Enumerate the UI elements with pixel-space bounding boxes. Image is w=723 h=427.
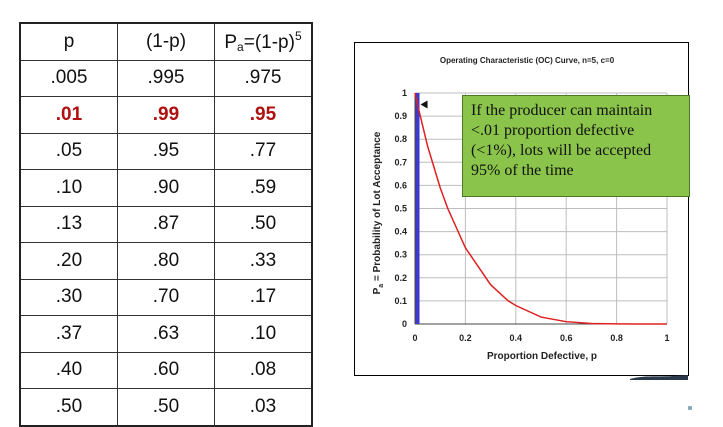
- cell-p: .50: [19, 388, 118, 426]
- cell-p: .30: [19, 278, 118, 316]
- cell-p: .20: [19, 242, 118, 280]
- y-axis-title-rest: = Probability of Lot Acceptance: [372, 131, 383, 284]
- cell-one-minus-p: .95: [117, 132, 215, 170]
- cell-one-minus-p: .70: [117, 278, 215, 316]
- table-row: .13.87.50: [19, 205, 313, 243]
- oc-table: p (1-p) Pa=(1-p)5 .005.995.975.01.99.95.…: [19, 22, 313, 427]
- cell-pa: .50: [214, 205, 313, 243]
- y-tick-label: 0.4: [394, 227, 407, 237]
- cell-one-minus-p: .80: [117, 242, 215, 280]
- cell-one-minus-p: .995: [117, 59, 215, 97]
- cell-pa: .95: [214, 96, 313, 134]
- cell-pa: .975: [214, 59, 313, 97]
- x-tick-label: 0.8: [610, 333, 623, 343]
- corner-ink-mark: [630, 375, 688, 380]
- table-row: .01.99.95: [19, 96, 313, 134]
- y-tick-label: 1: [402, 88, 407, 98]
- oc-chart-svg: Operating Characteristic (OC) Curve, n=5…: [372, 56, 670, 362]
- y-tick-label: 0.7: [394, 157, 407, 167]
- table-row: .40.60.08: [19, 351, 313, 389]
- header-one-minus-p: (1-p): [117, 22, 215, 61]
- cell-pa: .10: [214, 315, 313, 353]
- cell-one-minus-p: .87: [117, 205, 215, 243]
- header-p: p: [19, 22, 118, 61]
- y-tick-label: 0.2: [394, 273, 407, 283]
- y-axis-title-sub: a: [378, 284, 385, 288]
- y-tick-label: 0.5: [394, 204, 407, 214]
- x-tick-label: 0.6: [560, 333, 573, 343]
- cell-one-minus-p: .63: [117, 315, 215, 353]
- cell-one-minus-p: .90: [117, 169, 215, 207]
- ticks-layer: 0 0.1 0.2 0.3 0.4 0.5 0.6 0.7 0.8 0.9 1 0 0.2 0.4 0.6 0…: [394, 88, 669, 343]
- table-row: .05.95.77: [19, 132, 313, 170]
- table-row: .50.50.03: [19, 388, 313, 426]
- y-tick-label: 0: [402, 319, 407, 329]
- cell-one-minus-p: .50: [117, 388, 215, 426]
- series-layer: [414, 92, 668, 325]
- header-pa-formula: =(1-p): [243, 32, 295, 54]
- table-row: .37.63.10: [19, 315, 313, 353]
- cell-pa: .17: [214, 278, 313, 316]
- table-body: .005.995.975.01.99.95.05.95.77.10.90.59.…: [19, 59, 313, 426]
- cell-p: .10: [19, 169, 118, 207]
- marker-point: [420, 100, 428, 109]
- header-pa-sub: a: [237, 40, 244, 55]
- callout-box: If the producer can maintain <.01 propor…: [462, 95, 690, 197]
- chart-title: Operating Characteristic (OC) Curve, n=5…: [440, 56, 615, 65]
- table-row: .005.995.975: [19, 59, 313, 97]
- x-tick-label: 1: [664, 333, 669, 343]
- y-axis-title-main: P: [372, 287, 383, 294]
- cell-one-minus-p: .60: [117, 351, 215, 389]
- y-tick-label: 0.1: [394, 296, 407, 306]
- x-tick-label: 0: [412, 333, 417, 343]
- cell-p: .01: [19, 96, 118, 134]
- x-axis-title: Proportion Defective, p: [487, 351, 597, 362]
- cell-p: .05: [19, 132, 118, 170]
- table-header-row: p (1-p) Pa=(1-p)5: [19, 22, 313, 61]
- stray-dot: [688, 406, 692, 410]
- y-tick-label: 0.9: [394, 111, 407, 121]
- cell-p: .13: [19, 205, 118, 243]
- x-tick-label: 0.4: [510, 333, 523, 343]
- cell-pa: .77: [214, 132, 313, 170]
- cell-pa: .08: [214, 351, 313, 389]
- cell-one-minus-p: .99: [117, 96, 215, 134]
- oc-chart: Operating Characteristic (OC) Curve, n=5…: [354, 42, 689, 376]
- x-tick-label: 0.2: [459, 333, 472, 343]
- cell-pa: .59: [214, 169, 313, 207]
- table-row: .30.70.17: [19, 278, 313, 316]
- table-row: .10.90.59: [19, 169, 313, 207]
- header-pa: Pa=(1-p)5: [214, 22, 313, 61]
- oc-curve-line: [414, 92, 668, 325]
- y-axis-title: Pa = Probability of Lot Acceptance: [372, 131, 385, 294]
- y-tick-label: 0.6: [394, 180, 407, 190]
- header-pa-sup: 5: [294, 29, 302, 44]
- cell-p: .37: [19, 315, 118, 353]
- header-pa-base: P: [224, 32, 238, 54]
- table-row: .20.80.33: [19, 242, 313, 280]
- y-tick-label: 0.8: [394, 134, 407, 144]
- cell-p: .005: [19, 59, 118, 97]
- cell-p: .40: [19, 351, 118, 389]
- y-tick-label: 0.3: [394, 250, 407, 260]
- cell-pa: .03: [214, 388, 313, 426]
- cell-pa: .33: [214, 242, 313, 280]
